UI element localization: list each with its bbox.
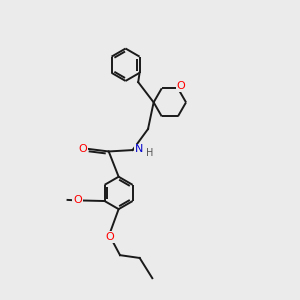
Text: H: H xyxy=(146,148,153,158)
Text: O: O xyxy=(105,232,114,242)
Text: O: O xyxy=(78,144,87,154)
Text: N: N xyxy=(135,144,144,154)
Text: O: O xyxy=(73,196,82,206)
Text: O: O xyxy=(177,81,186,91)
